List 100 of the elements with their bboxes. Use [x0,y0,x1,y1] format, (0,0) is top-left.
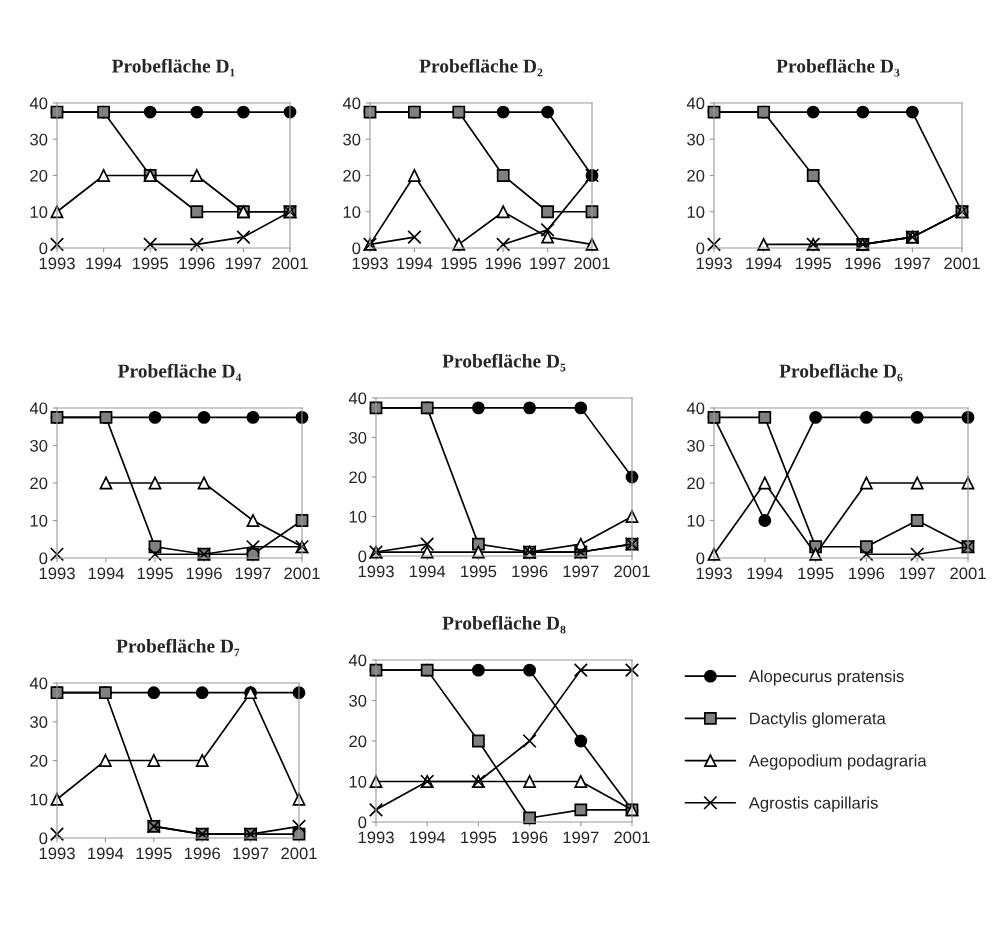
y-tick-label: 10 [30,793,48,806]
y-tick-label: 0 [39,242,48,255]
x-tick-label: 1993 [358,831,394,844]
y-tick-label: 30 [30,133,48,146]
y-tick-label: 0 [39,552,48,565]
legend-label: Dactylis glomerata [750,712,886,728]
x-tick-label: 2001 [614,831,650,844]
chart-title: Probefläche D₂ [419,58,543,77]
x-tick-label: 1994 [397,257,433,270]
y-tick-label: 10 [687,206,705,218]
chart-title: Probefläche D₃ [776,58,900,77]
x-tick-label: 1994 [86,257,122,270]
y-tick-label: 20 [30,169,48,182]
x-tick-label: 1996 [179,257,215,270]
y-tick-label: 10 [343,206,361,218]
x-tick-label: 1995 [461,831,497,844]
x-tick-label: 1993 [358,565,394,578]
y-tick-label: 40 [29,677,48,690]
x-tick-label: 2001 [950,567,986,580]
y-tick-label: 20 [30,477,48,490]
x-tick-label: 1996 [186,567,222,580]
x-tick-label: 1996 [184,847,221,860]
y-tick-label: 20 [687,477,705,490]
x-tick-label: 1995 [798,567,834,580]
x-tick-label: 1995 [461,565,497,578]
y-tick-label: 40 [348,392,367,405]
y-tick-label: 10 [30,514,48,527]
y-tick-label: 30 [30,439,48,452]
y-tick-label: 10 [349,510,367,523]
legend-label: Alopecurus pratensis [748,669,904,686]
x-tick-label: 1994 [409,565,446,578]
y-tick-label: 40 [686,97,705,110]
y-tick-label: 10 [687,514,705,527]
chart-title: Probefläche D₆ [779,363,903,382]
chart-title: Probefläche D₁ [111,58,235,77]
y-tick-label: 30 [687,133,705,146]
x-tick-label: 1995 [795,257,832,270]
y-tick-label: 0 [358,550,367,563]
x-tick-label: 1993 [39,847,75,860]
x-tick-label: 1997 [226,257,262,270]
x-tick-label: 1995 [136,847,172,860]
x-tick-label: 1996 [512,831,548,844]
x-tick-label: 1993 [39,567,75,580]
x-tick-label: 2001 [944,257,980,270]
chart-title: Probefläche D₅ [442,353,566,372]
y-tick-label: 0 [352,242,361,255]
y-tick-label: 40 [29,402,48,415]
x-tick-label: 1993 [696,257,732,270]
x-tick-label: 1997 [235,567,271,580]
x-tick-label: 2001 [284,567,320,580]
x-tick-label: 2001 [614,565,650,578]
x-tick-label: 1994 [88,567,125,580]
y-tick-label: 0 [39,832,48,845]
x-tick-label: 1994 [747,567,783,580]
y-tick-label: 10 [349,775,367,788]
x-tick-label: 2001 [281,847,317,860]
x-tick-label: 1993 [696,567,732,580]
y-tick-label: 10 [30,206,48,218]
y-tick-label: 30 [349,694,367,707]
y-tick-label: 20 [349,735,367,748]
x-tick-label: 1995 [137,567,173,580]
x-tick-label: 1996 [849,567,885,580]
x-tick-label: 2001 [272,257,308,270]
y-tick-label: 20 [343,169,361,182]
y-tick-label: 30 [349,431,367,444]
y-tick-label: 30 [30,716,48,728]
y-tick-label: 40 [686,402,705,415]
x-tick-label: 1996 [845,257,881,270]
y-tick-label: 20 [687,169,705,182]
x-tick-label: 1997 [530,257,566,270]
x-tick-label: 1997 [563,831,599,844]
y-tick-label: 40 [348,654,367,667]
x-tick-label: 2001 [574,257,610,270]
x-tick-label: 1997 [899,567,935,580]
legend-label: Agrostis capillaris [748,796,878,813]
y-tick-label: 20 [30,754,48,767]
y-tick-label: 0 [696,552,705,565]
x-tick-label: 1996 [485,257,522,270]
x-tick-label: 1995 [132,257,169,270]
chart-title: Probefläche D₇ [116,638,240,657]
x-tick-label: 1994 [409,831,446,844]
x-tick-label: 1993 [352,257,388,270]
x-tick-label: 1995 [441,257,477,270]
x-tick-label: 1993 [39,257,75,270]
y-tick-label: 30 [343,133,361,146]
x-tick-label: 1997 [895,257,931,270]
chart-title: Probefläche D₄ [117,363,242,382]
y-tick-label: 0 [696,242,705,255]
y-tick-label: 40 [342,97,361,110]
x-tick-label: 1997 [233,847,269,860]
legend-label: Aegopodium podagraria [748,754,927,770]
x-tick-label: 1997 [563,565,599,578]
y-tick-label: 30 [687,439,705,452]
x-tick-label: 1994 [88,847,124,860]
x-tick-label: 1994 [746,257,782,270]
y-tick-label: 40 [29,97,48,110]
chart-title: Probefläche D₈ [442,615,566,634]
y-tick-label: 0 [358,816,367,829]
y-tick-label: 20 [349,471,367,484]
x-tick-label: 1996 [512,565,548,578]
